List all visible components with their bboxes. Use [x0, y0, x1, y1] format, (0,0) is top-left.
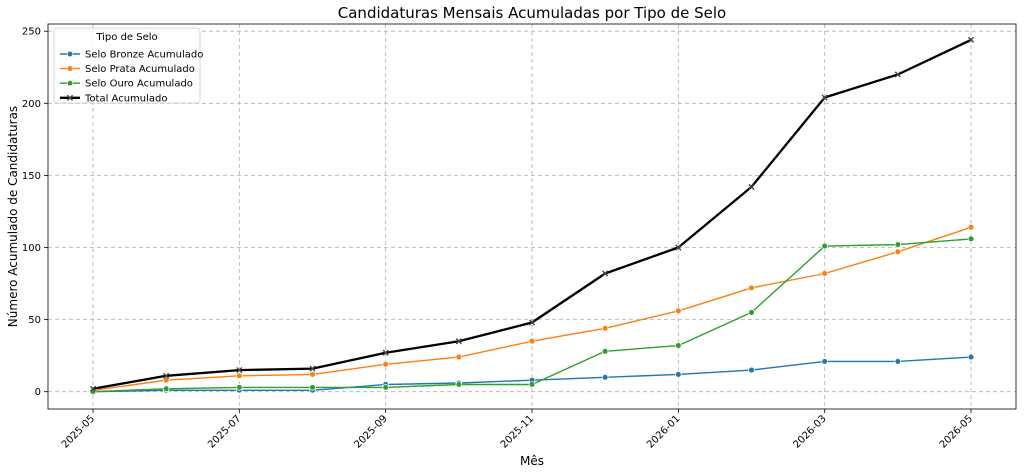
x-axis-title: Mês: [520, 454, 544, 468]
legend-label: Selo Bronze Acumulado: [85, 50, 203, 61]
data-point: [894, 358, 902, 365]
legend-box: [53, 27, 201, 104]
data-point: [528, 381, 536, 388]
data-point: [528, 337, 536, 345]
data-point: [821, 242, 828, 250]
y-tick-label: 100: [22, 243, 41, 254]
data-point: [309, 365, 316, 372]
legend: Tipo de Selo Selo Bronze Acumulado Selo P…: [53, 27, 203, 104]
legend-marker: [66, 65, 74, 72]
data-point: [821, 94, 828, 101]
legend-item: Total Acumulado: [60, 93, 168, 104]
data-point: [748, 309, 755, 316]
data-point: [821, 358, 828, 365]
data-point: [967, 36, 975, 43]
legend-label: Selo Ouro Acumulado: [85, 79, 193, 90]
data-point: [236, 372, 243, 380]
data-point: [748, 183, 755, 191]
data-point: [894, 71, 901, 78]
data-point: [528, 319, 536, 326]
data-point: [455, 381, 463, 388]
y-axis-title: Número Acumulado de Candidaturas: [6, 106, 20, 327]
data-point: [748, 366, 755, 374]
x-tick-label: 2025-11: [499, 413, 536, 450]
data-point: [382, 349, 389, 356]
series-group: [89, 36, 975, 392]
data-point: [601, 325, 609, 332]
data-point: [894, 248, 902, 256]
data-point: [382, 384, 389, 391]
data-point: [162, 385, 170, 393]
data-point: [455, 338, 462, 345]
x-tick-label: 2025-05: [60, 413, 97, 450]
data-point: [309, 384, 316, 391]
data-point: [967, 235, 975, 243]
grid: [48, 24, 1016, 409]
data-point: [602, 270, 609, 277]
legend-marker: [66, 80, 74, 87]
y-tick-label: 250: [22, 27, 41, 38]
data-point: [894, 241, 902, 248]
series-layer: [89, 36, 975, 395]
legend-marker: [66, 94, 74, 101]
y-tick-label: 150: [22, 171, 41, 182]
data-point: [675, 371, 682, 378]
x-tick-label: 2025-07: [206, 413, 243, 450]
data-point: [967, 353, 975, 361]
data-point: [675, 307, 682, 315]
data-point: [821, 270, 828, 277]
data-point: [601, 348, 609, 355]
legend-item: Selo Prata Acumulado: [60, 64, 195, 75]
legend-title: Tipo de Selo: [95, 32, 157, 43]
data-point: [967, 224, 975, 231]
chart-title: Candidaturas Mensais Acumuladas por Tipo…: [338, 4, 726, 22]
data-point: [455, 353, 463, 361]
legend-marker: [66, 50, 74, 58]
data-point: [675, 342, 682, 349]
legend-label: Total Acumulado: [84, 93, 168, 104]
legend-item: Selo Ouro Acumulado: [60, 79, 193, 90]
data-point: [236, 384, 243, 391]
data-point: [236, 366, 243, 374]
data-point: [382, 361, 389, 368]
y-tick-label: 0: [35, 387, 41, 398]
data-point: [163, 372, 170, 379]
legend-label: Selo Prata Acumulado: [85, 64, 195, 75]
data-point: [601, 374, 609, 381]
data-point: [675, 244, 682, 251]
legend-item: Selo Bronze Acumulado: [60, 50, 203, 61]
data-point: [89, 385, 97, 392]
y-tick-label: 200: [22, 99, 41, 110]
y-tick-label: 50: [28, 315, 41, 326]
x-tick-label: 2026-01: [645, 413, 682, 450]
data-point: [748, 284, 755, 292]
x-tick-label: 2025-09: [352, 413, 389, 450]
data-point: [309, 371, 316, 378]
data-point: [162, 376, 170, 384]
series-group: [89, 224, 975, 394]
x-tick-label: 2026-05: [938, 413, 975, 450]
series-group: [89, 235, 975, 395]
legend-items: Selo Bronze Acumulado Selo Prata Acumulad…: [60, 50, 203, 104]
x-tick-label: 2026-03: [791, 413, 828, 450]
